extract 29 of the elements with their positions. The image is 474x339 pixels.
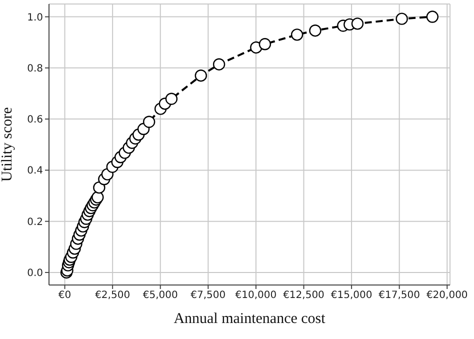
x-tick-label: €0 <box>58 290 72 302</box>
x-axis-title: Annual maintenance cost <box>174 311 326 327</box>
x-tick-label: €10,000 <box>235 290 277 302</box>
x-tick-label: €5,000 <box>142 290 178 302</box>
x-tick-label: €12,500 <box>283 290 324 302</box>
point <box>92 191 104 204</box>
point <box>194 69 207 82</box>
y-tick-label: 1.0 <box>27 12 43 24</box>
point <box>258 38 272 50</box>
point <box>142 116 156 128</box>
point <box>309 24 322 37</box>
point <box>93 181 106 194</box>
point <box>165 92 178 105</box>
y-tick-label: 0.8 <box>27 63 43 74</box>
point <box>396 12 408 25</box>
y-tick-label: 0.2 <box>27 216 43 228</box>
x-tick-label: €7,500 <box>190 290 226 302</box>
y-tick-label: 0.0 <box>27 268 43 280</box>
x-tick-label: €20,000 <box>426 290 468 302</box>
y-axis-title: Utility score <box>0 106 16 182</box>
point <box>212 58 226 70</box>
point <box>290 28 304 41</box>
x-tick-label: €17,500 <box>378 290 420 302</box>
x-tick-label: €2,500 <box>95 290 130 302</box>
y-tick-label: 0.4 <box>27 166 43 177</box>
point <box>426 10 439 23</box>
x-tick-label: €15,000 <box>330 290 372 302</box>
y-tick-label: 0.6 <box>27 114 43 126</box>
point <box>351 18 364 30</box>
